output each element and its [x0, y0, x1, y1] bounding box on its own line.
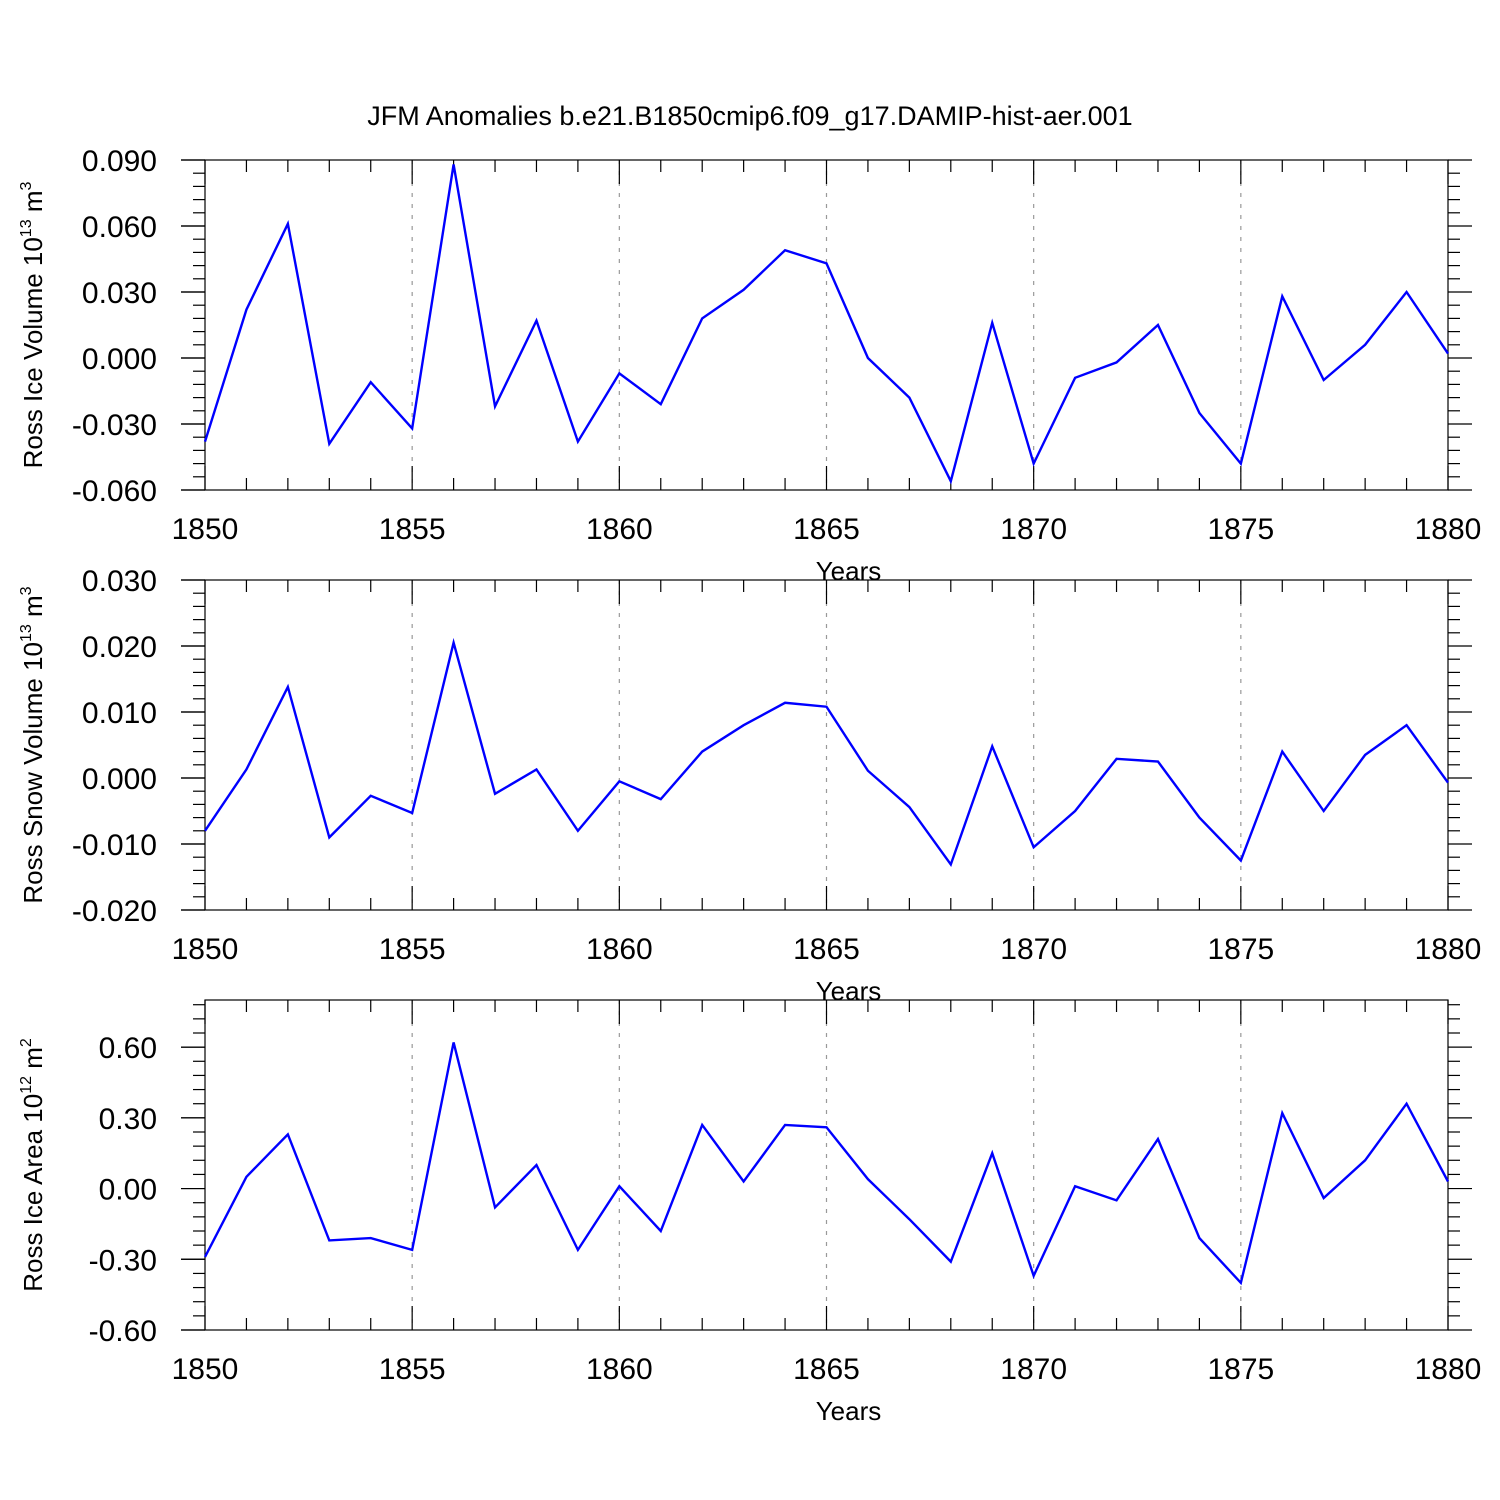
x-tick-label: 1855 [379, 933, 446, 966]
y-tick-label: 0.020 [82, 631, 157, 664]
x-tick-label: 1865 [793, 1353, 860, 1386]
y-tick-label: 0.000 [82, 343, 157, 376]
x-tick-label: 1850 [172, 513, 239, 546]
y-axis-title: Ross Snow Volume 1013 m3 [18, 586, 48, 903]
y-tick-label: 0.010 [82, 697, 157, 730]
x-tick-label: 1875 [1207, 933, 1274, 966]
x-tick-label: 1855 [379, 513, 446, 546]
x-tick-label: 1880 [1415, 1353, 1482, 1386]
x-tick-label: 1855 [379, 1353, 446, 1386]
y-tick-label: -0.030 [72, 409, 157, 442]
x-axis-title: Years [816, 556, 882, 586]
y-tick-label: 0.60 [99, 1032, 157, 1065]
x-tick-label: 1870 [1000, 1353, 1067, 1386]
x-tick-label: 1875 [1207, 513, 1274, 546]
y-tick-label: 0.030 [82, 565, 157, 598]
x-tick-label: 1870 [1000, 933, 1067, 966]
x-axis-title: Years [816, 976, 882, 1006]
y-tick-label: 0.00 [99, 1174, 157, 1207]
x-tick-label: 1880 [1415, 513, 1482, 546]
panel-1: -0.060 -0.030 0.000 0.030 0.060 0.090 1850 1855… [18, 145, 1481, 586]
x-axis-title: Years [816, 1396, 882, 1426]
x-tick-label: 1865 [793, 933, 860, 966]
y-tick-label: -0.020 [72, 895, 157, 928]
x-tick-label: 1870 [1000, 513, 1067, 546]
y-axis-title: Ross Ice Area 1012 m2 [18, 1038, 48, 1292]
y-tick-label: -0.060 [72, 475, 157, 508]
y-tick-label: -0.60 [89, 1315, 157, 1348]
y-tick-label: -0.010 [72, 829, 157, 862]
x-tick-label: 1865 [793, 513, 860, 546]
y-tick-label: 0.30 [99, 1103, 157, 1136]
y-tick-label: 0.000 [82, 763, 157, 796]
x-tick-label: 1875 [1207, 1353, 1274, 1386]
panel-3: -0.60 -0.30 0.00 0.30 0.60 1850 1855 1860 1865 18… [18, 999, 1482, 1426]
x-tick-label: 1880 [1415, 933, 1482, 966]
x-tick-label: 1860 [586, 1353, 653, 1386]
y-tick-label: -0.30 [89, 1244, 157, 1277]
x-tick-label: 1850 [172, 933, 239, 966]
y-tick-label: 0.060 [82, 211, 157, 244]
x-tick-label: 1860 [586, 933, 653, 966]
y-tick-label: 0.090 [82, 145, 157, 178]
x-tick-label: 1860 [586, 513, 653, 546]
y-axis-title: Ross Ice Volume 1013 m3 [18, 181, 48, 468]
x-tick-label: 1850 [172, 1353, 239, 1386]
y-tick-label: 0.030 [82, 277, 157, 310]
figure-title: JFM Anomalies b.e21.B1850cmip6.f09_g17.D… [367, 101, 1132, 131]
